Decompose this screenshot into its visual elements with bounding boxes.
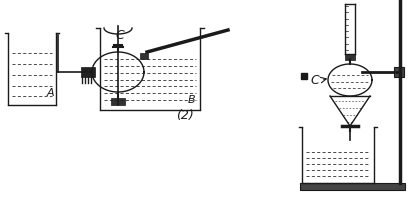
Bar [111,99,125,105]
Bar [300,183,405,190]
Bar [140,54,148,60]
Text: A: A [46,88,54,98]
Text: C: C [310,74,319,87]
Bar [81,68,95,78]
Bar [394,68,404,78]
Text: C: C [116,29,124,42]
Bar [345,55,355,61]
Text: B: B [188,95,196,104]
Text: (2): (2) [176,108,194,121]
